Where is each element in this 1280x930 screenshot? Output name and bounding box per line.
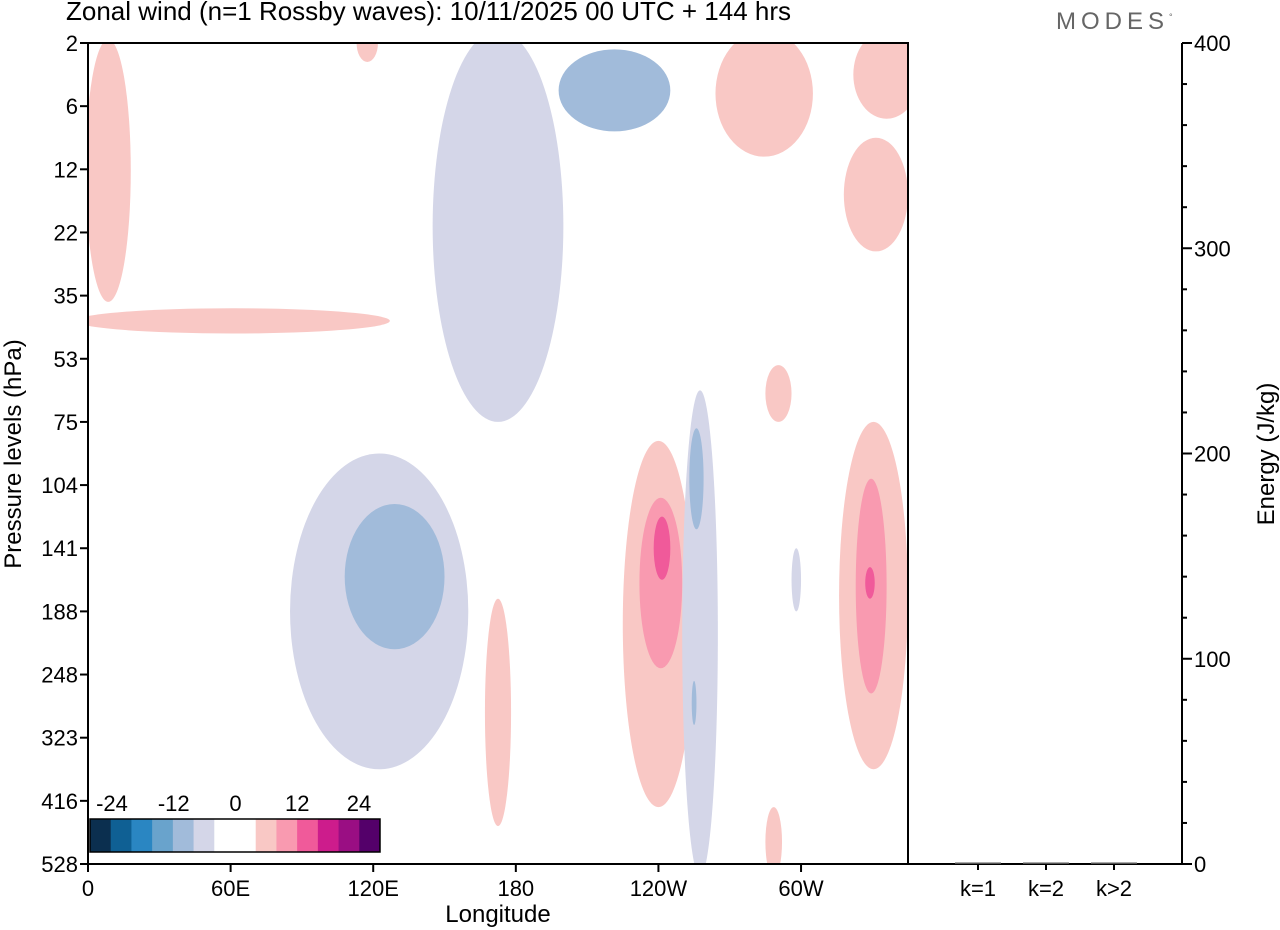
pressure-tick-label: 188: [41, 599, 78, 624]
contour-pos-right-core: [865, 567, 875, 599]
pressure-tick-label: 75: [54, 410, 78, 435]
energy-category-label: k>2: [1096, 876, 1132, 901]
colorbar-label: 12: [285, 791, 309, 816]
colorbar-swatch: [214, 819, 236, 852]
contour-neg-core-west: [344, 504, 445, 650]
colorbar-label: -12: [158, 791, 190, 816]
energy-category-label: k=2: [1028, 876, 1064, 901]
y-axis-label: Pressure levels (hPa): [0, 339, 27, 568]
colorbar: -24 -12 0 12 24: [89, 791, 381, 853]
contour-neg-top-center: [432, 43, 564, 422]
colorbar-border: [89, 818, 381, 853]
brand-text: MODES: [1056, 8, 1170, 35]
energy-tick-label: 400: [1194, 31, 1231, 56]
colorbar-swatch: [255, 819, 277, 852]
contour-pos-small-120e: [88, 308, 390, 334]
longitude-tick-label: 120W: [630, 876, 688, 901]
contour-pos-bottom-70w: [765, 807, 783, 864]
plot-frame: [87, 42, 909, 865]
energy-panel: 0 100 200 300 400 k=1 k=2 k>2: [908, 31, 1231, 901]
colorbar-swatch: [317, 819, 340, 852]
longitude-tick-label: 0: [82, 876, 94, 901]
chart-title: Zonal wind (n=1 Rossby waves): 10/11/202…: [66, 0, 792, 26]
colorbar-label: -24: [96, 791, 128, 816]
colorbar-label: 0: [229, 791, 241, 816]
longitude-axis: 0 60E 120E 180 120W 60W: [82, 864, 824, 901]
energy-tick-label: 300: [1194, 236, 1231, 261]
pressure-tick-label: 53: [54, 347, 78, 372]
contour-pos-spot-70w: [765, 365, 792, 422]
pressure-tick-label: 35: [54, 284, 78, 309]
pressure-tick-label: 6: [66, 94, 78, 119]
colorbar-swatch: [131, 819, 153, 852]
brand-mark: °: [1169, 12, 1173, 22]
colorbar-swatch: [235, 819, 257, 852]
pressure-tick-label: 528: [41, 852, 78, 877]
energy-tick-label: 200: [1194, 442, 1231, 467]
contour-pos-upper-far-right: [853, 43, 908, 119]
pressure-tick-label: 141: [41, 536, 78, 561]
colorbar-swatch: [172, 819, 195, 852]
energy-bar-k=1: [955, 862, 1001, 864]
longitude-tick-label: 180: [497, 876, 534, 901]
contour-pos-narrow-170e: [484, 598, 512, 827]
colorbar-swatch: [338, 819, 360, 852]
contour-pos-top-right: [715, 43, 813, 157]
energy-bar-k>2: [1091, 862, 1137, 864]
contour-pos-upper-west: [88, 43, 131, 302]
pressure-tick-label: 104: [41, 473, 78, 498]
contour-pos-upper-edge: [843, 137, 908, 252]
longitude-tick-label: 60E: [211, 876, 250, 901]
contour-pos-main-mid: [639, 497, 683, 669]
x-axis-label: Longitude: [445, 901, 550, 928]
pressure-tick-label: 22: [54, 220, 78, 245]
colorbar-swatch: [276, 819, 298, 852]
colorbar-swatch: [110, 819, 132, 852]
pressure-axis: 2 6 12 22 35 53 75 104 141 188 248 323 416 528: [41, 31, 88, 877]
contour-neg-top-core: [558, 49, 671, 132]
brand-logo: MODES°: [1056, 8, 1173, 36]
colorbar-swatch: [297, 819, 319, 852]
energy-bar-k=2: [1023, 862, 1069, 864]
colorbar-swatch: [152, 819, 174, 852]
energy-axis-label: Energy (J/kg): [1253, 383, 1280, 526]
energy-tick-label: 100: [1194, 647, 1231, 672]
pressure-tick-label: 416: [41, 789, 78, 814]
longitude-tick-label: 60W: [778, 876, 823, 901]
colorbar-swatch: [193, 819, 215, 852]
contour-neg-tiny-95w: [691, 680, 697, 726]
energy-category-label: k=1: [960, 876, 996, 901]
contour-field: [88, 43, 908, 864]
contour-neg-spot-65w: [791, 548, 802, 612]
pressure-tick-label: 323: [41, 726, 78, 751]
pressure-tick-label: 12: [54, 157, 78, 182]
pressure-tick-label: 248: [41, 663, 78, 688]
colorbar-swatch: [359, 819, 381, 852]
pressure-tick-label: 2: [66, 31, 78, 56]
contour-pos-top-145e: [356, 43, 378, 62]
energy-tick-label: 0: [1194, 852, 1206, 877]
contour-neg-spot-95w: [689, 428, 704, 530]
colorbar-label: 24: [347, 791, 371, 816]
colorbar-swatch: [90, 819, 112, 852]
longitude-tick-label: 120E: [348, 876, 399, 901]
contour-pos-main-core: [653, 516, 671, 580]
